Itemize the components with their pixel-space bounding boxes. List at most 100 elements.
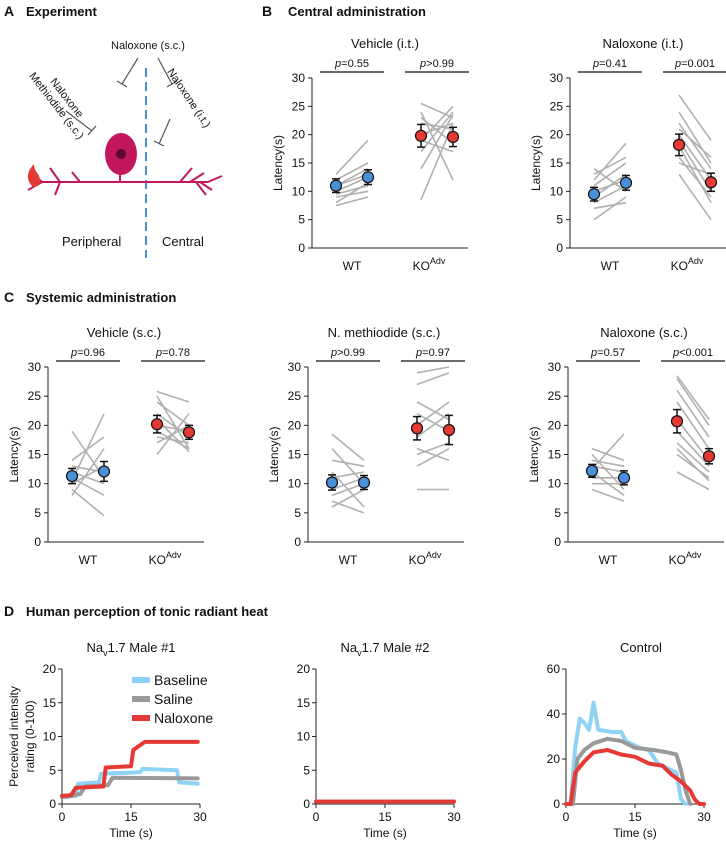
individual-line: [331, 471, 365, 508]
mean-point: [704, 176, 718, 189]
individual-line: [678, 111, 712, 164]
individual-line: [678, 173, 712, 221]
legend-label-baseline: Baseline: [154, 672, 208, 688]
y-tick-label: 20: [43, 662, 57, 676]
x-tick-label: 0: [59, 810, 66, 824]
section-experiment: Experiment: [26, 4, 97, 19]
individual-line: [331, 488, 365, 508]
p-value-prefix: p: [672, 347, 679, 359]
mean-point: [182, 426, 196, 439]
y-tick-label: 10: [43, 730, 57, 744]
p-value-prefix: p: [674, 58, 681, 70]
p-value-label: p=0.97: [415, 347, 450, 359]
y-tick-label: 20: [297, 662, 311, 676]
p-value-label: p=0.001: [674, 58, 715, 70]
mean-point: [325, 476, 339, 489]
individual-line: [335, 190, 369, 198]
y-tick-label: 0: [298, 241, 305, 255]
x-tick-label: 30: [193, 810, 207, 824]
section-systemic: Systemic administration: [26, 290, 176, 305]
individual-line: [420, 111, 454, 153]
inhibit-bar-methiodide: [87, 125, 97, 136]
individual-line: [331, 448, 365, 485]
group-label-ko: KOAdv: [413, 256, 446, 273]
y-tick-label: 0: [49, 797, 56, 811]
p-value-label: p=0.41: [592, 58, 627, 70]
individual-line: [416, 372, 450, 386]
line-chart-3: Control 0 20 40 60 0 15 30 Time (s): [547, 640, 711, 840]
p-value-text: >0.99: [337, 347, 365, 359]
p-value-label: p=0.78: [155, 347, 190, 359]
chart-title: N. methiodide (s.c.): [328, 325, 441, 340]
label-peripheral: Peripheral: [62, 234, 121, 249]
scatter-chart-4: N. methiodide (s.c.) 0 5 10 15 20 25 30 Latency(…: [267, 325, 465, 567]
mean-point: [410, 422, 424, 435]
inhibit-bar-sc-right: [166, 80, 178, 88]
x-tick-label: 0: [563, 810, 570, 824]
y-axis-label: Latency(s): [271, 135, 285, 191]
individual-line: [678, 122, 712, 170]
individual-line: [335, 196, 369, 207]
y-tick-label: 15: [297, 696, 311, 710]
y-tick-label: 5: [556, 213, 563, 227]
individual-line: [593, 201, 627, 210]
group-label-superscript: Adv: [688, 256, 704, 266]
individual-line: [420, 122, 454, 136]
inhibit-bar-sc-left: [116, 80, 128, 88]
individual-line: [676, 389, 710, 438]
y-tick-label: 20: [548, 418, 562, 432]
individual-line: [156, 390, 190, 403]
individual-line: [416, 413, 450, 438]
group-label-superscript: Adv: [686, 550, 702, 560]
inhibit-line-methiodide: [65, 110, 93, 132]
mean-point: [329, 179, 343, 192]
p-value-prefix: p: [592, 58, 599, 70]
experiment-diagram: Naloxone (s.c.) Naloxone Methiodide (s.c…: [26, 40, 223, 258]
y-tick-label: 30: [288, 360, 302, 374]
panel-label-b: B: [262, 3, 272, 19]
p-value-text: =0.96: [77, 347, 105, 359]
individual-line: [331, 500, 365, 514]
mean-point: [361, 171, 375, 184]
individual-line: [156, 395, 190, 450]
individual-line: [678, 156, 712, 198]
individual-line: [591, 471, 625, 496]
y-tick-label: 20: [288, 418, 302, 432]
mean-point: [442, 423, 456, 437]
individual-line: [593, 196, 627, 221]
mean-point: [414, 129, 428, 142]
y-tick-label: 25: [548, 389, 562, 403]
y-tick-label: 5: [34, 506, 41, 520]
inhibit-line-sc-right: [157, 57, 173, 85]
y-tick-label: 40: [547, 707, 561, 721]
individual-line: [678, 94, 712, 141]
chart-title: Nav1.7 Male #2: [340, 640, 429, 658]
individual-line: [335, 139, 369, 175]
y-tick-label: 0: [553, 797, 560, 811]
y-tick-label: 30: [550, 71, 564, 85]
individual-line: [156, 424, 190, 444]
individual-line: [591, 447, 625, 462]
individual-line: [676, 453, 710, 479]
mean-point: [670, 415, 684, 428]
p-value-text: =0.41: [599, 58, 627, 70]
y-tick-label: 15: [550, 156, 564, 170]
line-chart-1: Nav1.7 Male #1 0 5 10 15 20 0 15 30 Time (s) Perce…: [7, 640, 213, 840]
label-naloxone-it-text: Naloxone (i.t.): [164, 67, 212, 130]
individual-line: [71, 488, 105, 517]
p-value-text: =0.97: [422, 347, 450, 359]
series-line-saline: [564, 736, 693, 806]
mean-point: [150, 418, 164, 431]
individual-line: [71, 448, 105, 496]
individual-line: [678, 145, 712, 204]
group-label-superscript: Adv: [426, 550, 442, 560]
p-value-prefix: p: [334, 58, 341, 70]
p-value-text: =0.001: [681, 58, 715, 70]
individual-line: [420, 111, 454, 181]
y-axis-label: Latency(s): [529, 135, 543, 191]
x-tick-label: 15: [378, 810, 392, 824]
individual-line: [591, 465, 625, 473]
individual-line: [416, 447, 450, 467]
mean-point: [617, 471, 631, 484]
mean-point: [702, 450, 716, 463]
